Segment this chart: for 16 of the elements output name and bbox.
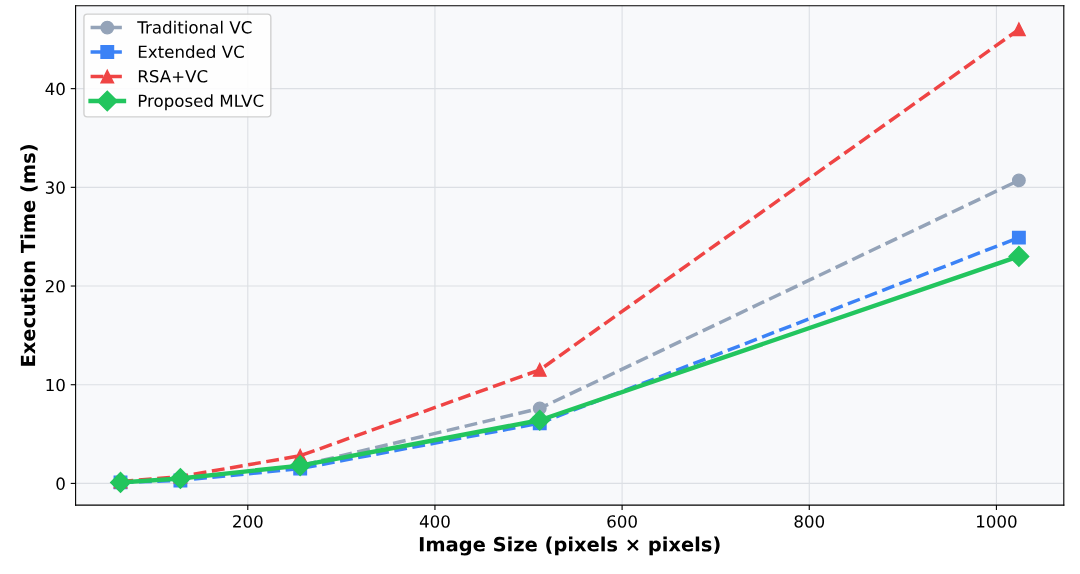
legend-label: Proposed MLVC (138, 94, 264, 111)
y-tick-label: 20 (45, 279, 65, 293)
legend-label: Extended VC (138, 45, 244, 59)
y-tick-label: 10 (46, 378, 65, 392)
legend-label: Traditional VC (137, 20, 252, 34)
y-tick-label: 30 (45, 181, 65, 194)
x-tick-label: 200 (233, 515, 263, 528)
x-tick-label: 600 (607, 515, 637, 528)
x-tick-label: 1000 (977, 515, 1017, 528)
x-tick-label: 400 (419, 515, 450, 528)
legend-label: RSA+VC (138, 69, 208, 83)
y-axis-title: Execution Time (ms) (20, 145, 38, 366)
y-tick-label: 40 (45, 82, 65, 96)
y-tick-label: 0 (56, 477, 65, 490)
x-axis-title: Image Size (pixels × pixels) (419, 536, 720, 556)
x-tick-label: 800 (794, 515, 825, 528)
